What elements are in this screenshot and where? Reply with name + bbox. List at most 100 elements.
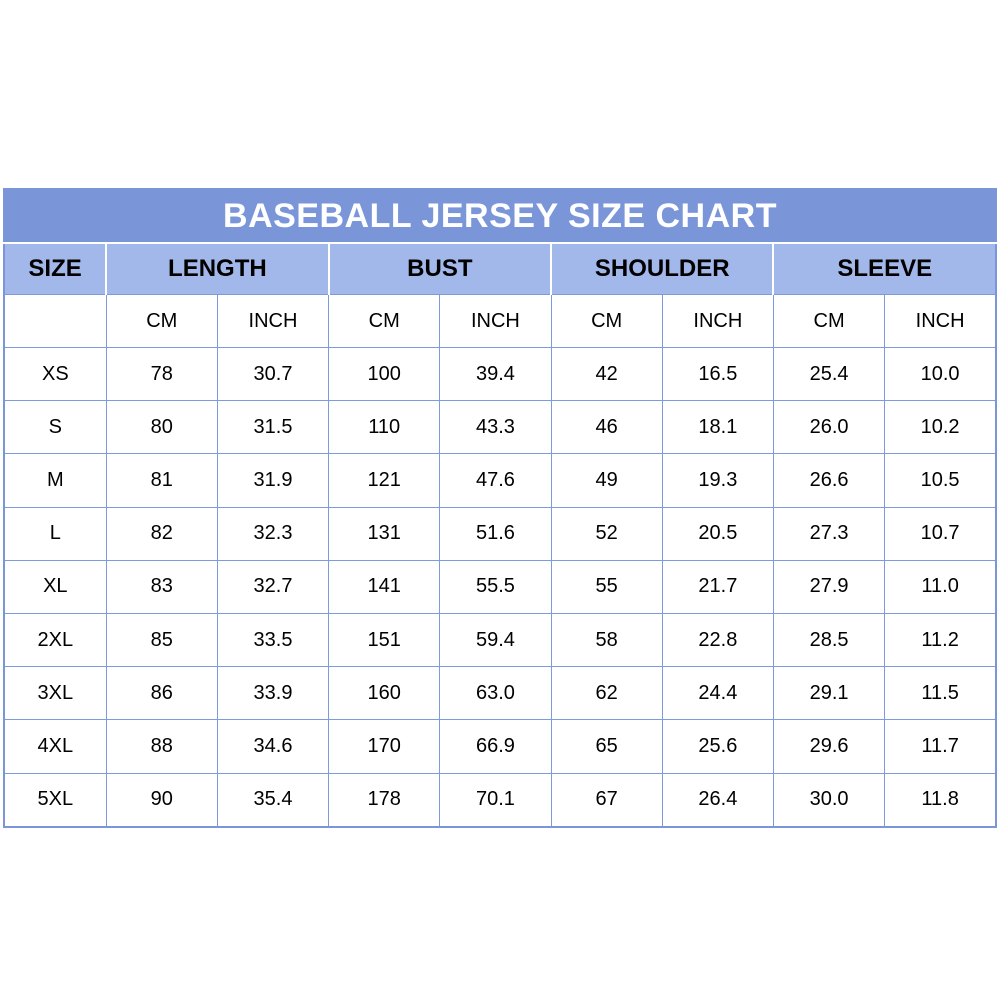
shoulder-inch-value: 24.4 (661, 666, 774, 721)
table-row: XS 78 30.7 100 39.4 42 16.5 25.4 10.0 (3, 346, 997, 402)
bust-cm-value: 178 (328, 772, 441, 828)
shoulder-cm-value: 42 (550, 346, 663, 402)
length-inch-value: 32.7 (216, 559, 330, 614)
unit-header-blank (3, 294, 107, 348)
sleeve-cm-value: 27.9 (772, 559, 886, 614)
sleeve-inch-value: 11.8 (884, 772, 997, 828)
table-row: M 81 31.9 121 47.6 49 19.3 26.6 10.5 (3, 453, 997, 508)
sleeve-inch-value: 10.7 (884, 506, 997, 561)
length-cm-value: 81 (105, 453, 218, 508)
sleeve-cm-value: 30.0 (772, 772, 886, 828)
chart-title: BASEBALL JERSEY SIZE CHART (4, 189, 996, 244)
row-size-label: XS (3, 346, 107, 402)
length-inch-value: 30.7 (216, 346, 330, 402)
shoulder-cm-value: 46 (550, 400, 663, 455)
bust-inch-value: 43.3 (439, 400, 552, 455)
sleeve-cm-value: 27.3 (772, 506, 886, 561)
bust-cm-value: 110 (328, 400, 441, 455)
length-inch-value: 31.5 (216, 400, 330, 455)
shoulder-inch-value: 22.8 (661, 612, 774, 668)
row-size-label: 2XL (3, 612, 107, 668)
size-chart-table: BASEBALL JERSEY SIZE CHART SIZE LENGTH B… (3, 188, 997, 828)
row-size-label: 3XL (3, 666, 107, 721)
table-row: S 80 31.5 110 43.3 46 18.1 26.0 10.2 (3, 400, 997, 455)
row-size-label: 4XL (3, 719, 107, 774)
bust-inch-value: 51.6 (439, 506, 552, 561)
length-cm-value: 90 (105, 772, 218, 828)
shoulder-cm-value: 52 (550, 506, 663, 561)
bust-cm-value: 151 (328, 612, 441, 668)
bust-inch-value: 63.0 (439, 666, 552, 721)
length-cm-value: 86 (105, 666, 218, 721)
bust-cm-value: 160 (328, 666, 441, 721)
bust-cm-value: 100 (328, 346, 441, 402)
sleeve-cm-value: 29.6 (772, 719, 886, 774)
table-row: 5XL 90 35.4 178 70.1 67 26.4 30.0 11.8 (3, 772, 997, 828)
length-cm-value: 78 (105, 346, 218, 402)
length-inch-value: 33.5 (216, 612, 330, 668)
column-header-length: LENGTH (105, 243, 329, 295)
row-size-label: 5XL (3, 772, 107, 828)
size-chart-container: BASEBALL JERSEY SIZE CHART SIZE LENGTH B… (3, 188, 997, 828)
unit-header-inch: INCH (216, 294, 330, 348)
table-row: 2XL 85 33.5 151 59.4 58 22.8 28.5 11.2 (3, 612, 997, 668)
row-size-label: L (3, 506, 107, 561)
bust-inch-value: 66.9 (439, 719, 552, 774)
row-size-label: XL (3, 559, 107, 614)
length-cm-value: 88 (105, 719, 218, 774)
sleeve-inch-value: 11.7 (884, 719, 997, 774)
shoulder-cm-value: 49 (550, 453, 663, 508)
sleeve-inch-value: 11.5 (884, 666, 997, 721)
unit-header-row: CM INCH CM INCH CM INCH CM INCH (3, 294, 997, 348)
table-row: 4XL 88 34.6 170 66.9 65 25.6 29.6 11.7 (3, 719, 997, 774)
length-inch-value: 31.9 (216, 453, 330, 508)
column-header-sleeve: SLEEVE (772, 243, 996, 295)
length-inch-value: 34.6 (216, 719, 330, 774)
table-row: 3XL 86 33.9 160 63.0 62 24.4 29.1 11.5 (3, 666, 997, 721)
column-header-size: SIZE (4, 243, 107, 295)
bust-cm-value: 121 (328, 453, 441, 508)
sleeve-inch-value: 10.0 (884, 346, 997, 402)
shoulder-cm-value: 62 (550, 666, 663, 721)
sleeve-inch-value: 11.2 (884, 612, 997, 668)
unit-header-inch: INCH (661, 294, 774, 348)
length-cm-value: 82 (105, 506, 218, 561)
shoulder-cm-value: 58 (550, 612, 663, 668)
unit-header-cm: CM (105, 294, 218, 348)
shoulder-inch-value: 16.5 (661, 346, 774, 402)
bust-cm-value: 131 (328, 506, 441, 561)
shoulder-inch-value: 18.1 (661, 400, 774, 455)
sleeve-inch-value: 11.0 (884, 559, 997, 614)
bust-inch-value: 70.1 (439, 772, 552, 828)
bust-inch-value: 39.4 (439, 346, 552, 402)
length-inch-value: 32.3 (216, 506, 330, 561)
row-size-label: M (3, 453, 107, 508)
unit-header-inch: INCH (439, 294, 552, 348)
sleeve-inch-value: 10.5 (884, 453, 997, 508)
sleeve-cm-value: 26.0 (772, 400, 886, 455)
sleeve-cm-value: 28.5 (772, 612, 886, 668)
table-row: XL 83 32.7 141 55.5 55 21.7 27.9 11.0 (3, 559, 997, 614)
bust-inch-value: 47.6 (439, 453, 552, 508)
table-row: L 82 32.3 131 51.6 52 20.5 27.3 10.7 (3, 506, 997, 561)
shoulder-cm-value: 55 (550, 559, 663, 614)
shoulder-cm-value: 67 (550, 772, 663, 828)
row-size-label: S (3, 400, 107, 455)
sleeve-cm-value: 26.6 (772, 453, 886, 508)
column-header-bust: BUST (327, 243, 552, 295)
unit-header-cm: CM (772, 294, 886, 348)
bust-cm-value: 170 (328, 719, 441, 774)
bust-inch-value: 59.4 (439, 612, 552, 668)
shoulder-cm-value: 65 (550, 719, 663, 774)
column-header-shoulder: SHOULDER (550, 243, 774, 295)
unit-header-cm: CM (550, 294, 663, 348)
length-cm-value: 83 (105, 559, 218, 614)
shoulder-inch-value: 25.6 (661, 719, 774, 774)
shoulder-inch-value: 26.4 (661, 772, 774, 828)
shoulder-inch-value: 20.5 (661, 506, 774, 561)
length-cm-value: 80 (105, 400, 218, 455)
sleeve-cm-value: 29.1 (772, 666, 886, 721)
unit-header-cm: CM (328, 294, 441, 348)
sleeve-cm-value: 25.4 (772, 346, 886, 402)
shoulder-inch-value: 19.3 (661, 453, 774, 508)
